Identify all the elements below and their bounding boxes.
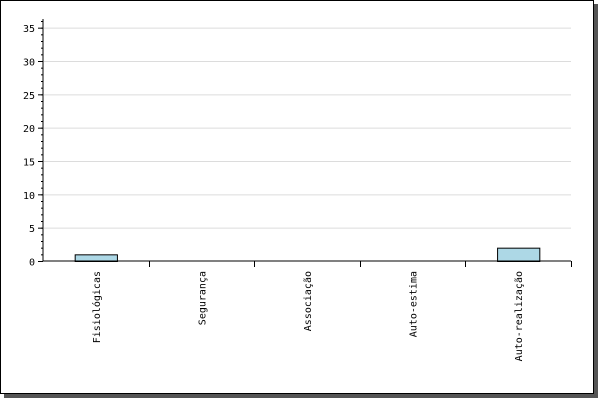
y-tick-label: 20 — [23, 124, 35, 135]
x-ticks: Fisiológicas Segurança Associação Auto-esti… — [91, 261, 572, 361]
x-tick-label: Auto-realização — [514, 271, 525, 361]
bars — [74, 247, 541, 263]
grid-lines — [44, 27, 571, 229]
y-ticks: 0 5 10 15 20 25 30 35 — [23, 21, 43, 269]
chart-frame: 0 5 10 15 20 25 30 35 Fisiológicas Segurança Asso… — [0, 0, 594, 394]
y-tick-label: 25 — [23, 91, 35, 102]
x-tick-label: Fisiológicas — [91, 271, 103, 343]
x-tick-label: Associação — [303, 271, 314, 331]
bar — [497, 247, 541, 263]
y-tick-label: 0 — [29, 258, 35, 269]
y-tick-label: 15 — [23, 158, 35, 169]
x-tick-label: Segurança — [197, 271, 208, 325]
y-tick-label: 30 — [23, 58, 35, 69]
bar-chart: 0 5 10 15 20 25 30 35 Fisiológicas Segurança Asso… — [23, 19, 572, 361]
y-tick-label: 5 — [29, 224, 35, 235]
x-tick-label: Auto-estima — [409, 271, 420, 337]
y-tick-label: 10 — [23, 191, 35, 202]
axes — [42, 19, 571, 262]
y-tick-label: 35 — [23, 24, 35, 35]
